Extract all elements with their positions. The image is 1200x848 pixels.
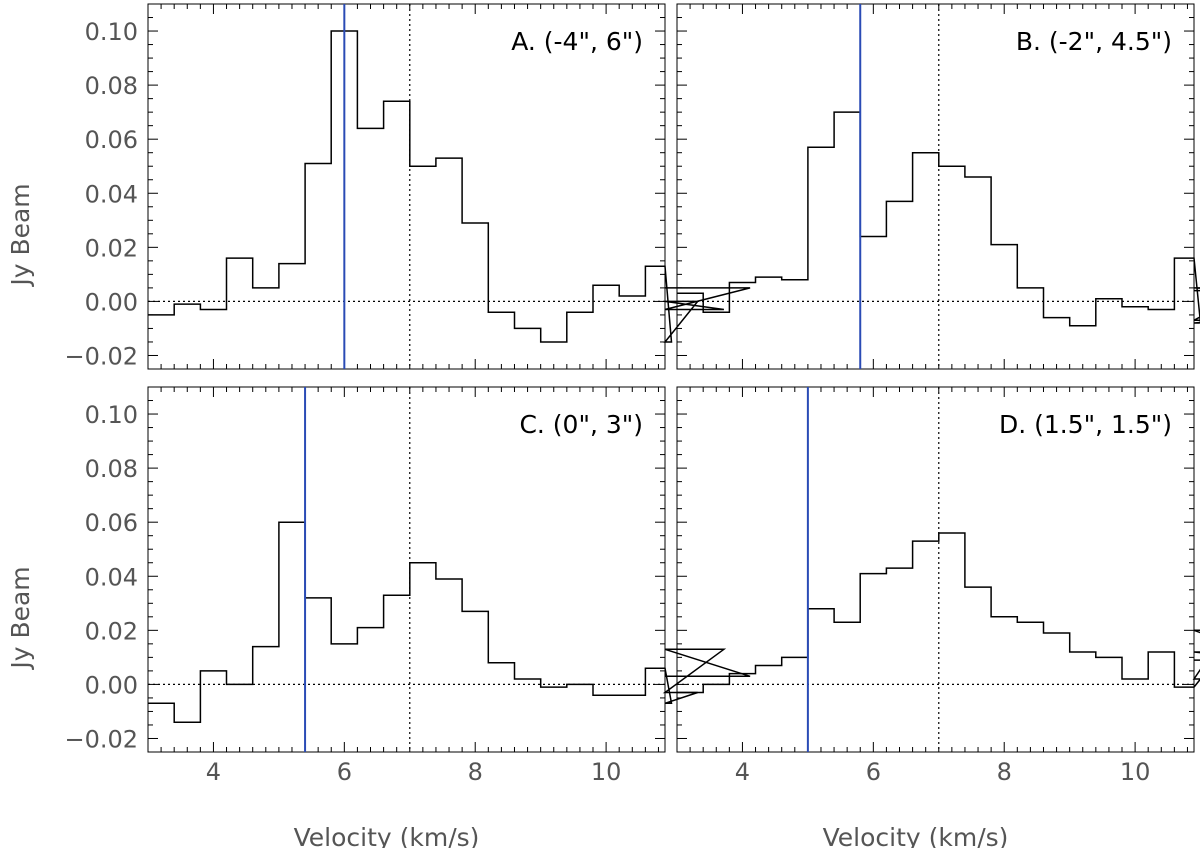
panel-a-ticks bbox=[147, 3, 665, 370]
panel-b-ticks bbox=[676, 3, 1194, 370]
panel-a-frame bbox=[147, 3, 666, 370]
panel-c-spectrum bbox=[148, 521, 751, 724]
panel-d: 4 6 8 10 D. (1.5", 1.5") Velocity (km/s) bbox=[676, 386, 1200, 848]
panel-d-frame bbox=[676, 386, 1195, 753]
panel-c-x-tick-labels: 4 6 8 10 bbox=[206, 758, 622, 786]
panel-a-y-tick-label: 0.02 bbox=[85, 234, 138, 262]
panel-c: −0.02 0.00 0.02 0.04 0.06 0.08 0.10 4 6 8 10 C. (… bbox=[6, 386, 751, 848]
panel-d-x-tick-label: 6 bbox=[866, 758, 881, 786]
panel-c-y-tick-label: 0.06 bbox=[85, 509, 138, 537]
panel-c-y-tick-label: 0.08 bbox=[85, 455, 138, 483]
panel-a-y-tick-label: 0.04 bbox=[85, 180, 138, 208]
panel-c-y-tick-label: −0.02 bbox=[64, 725, 138, 753]
panel-c-x-tick-label: 6 bbox=[337, 758, 352, 786]
panel-a-title: A. (-4", 6") bbox=[511, 27, 643, 56]
panel-a: −0.02 0.00 0.02 0.04 0.06 0.08 0.10 A. (-4", 6… bbox=[6, 3, 751, 370]
panel-c-x-tick-label: 10 bbox=[591, 758, 622, 786]
panel-c-y-tick-label: 0.02 bbox=[85, 617, 138, 645]
panel-c-frame bbox=[147, 386, 666, 753]
panel-d-x-tick-label: 10 bbox=[1120, 758, 1151, 786]
panel-c-x-tick-label: 8 bbox=[468, 758, 483, 786]
panel-d-ticks bbox=[676, 386, 1194, 753]
panel-a-y-tick-label: 0.08 bbox=[85, 72, 138, 100]
panel-c-title: C. (0", 3") bbox=[519, 410, 643, 439]
panel-d-spectrum bbox=[677, 532, 1200, 694]
panel-c-y-tick-label: 0.00 bbox=[85, 671, 138, 699]
panel-a-y-tick-label: −0.02 bbox=[64, 342, 138, 370]
panel-b: B. (-2", 4.5") bbox=[676, 3, 1200, 370]
panel-b-frame bbox=[676, 3, 1195, 370]
panel-a-y-tick-label: 0.06 bbox=[85, 126, 138, 154]
panel-a-y-tick-label: 0.10 bbox=[85, 18, 138, 46]
panel-c-ticks bbox=[147, 386, 665, 753]
panel-d-title: D. (1.5", 1.5") bbox=[999, 410, 1172, 439]
panel-c-y-tick-labels: −0.02 0.00 0.02 0.04 0.06 0.08 0.10 bbox=[64, 401, 138, 753]
panel-d-x-tick-label: 8 bbox=[997, 758, 1012, 786]
panel-d-x-axis-title: Velocity (km/s) bbox=[823, 823, 1009, 848]
panel-c-y-tick-label: 0.10 bbox=[85, 401, 138, 429]
panel-c-x-tick-label: 4 bbox=[206, 758, 221, 786]
panel-d-x-tick-label: 4 bbox=[735, 758, 750, 786]
panel-b-spectrum bbox=[677, 111, 1200, 327]
panel-a-y-axis-title: Jy Beam bbox=[6, 183, 35, 287]
panel-a-y-tick-labels: −0.02 0.00 0.02 0.04 0.06 0.08 0.10 bbox=[64, 18, 138, 370]
panel-c-y-axis-title: Jy Beam bbox=[6, 566, 35, 670]
panel-d-x-tick-labels: 4 6 8 10 bbox=[735, 758, 1151, 786]
panel-b-title: B. (-2", 4.5") bbox=[1016, 27, 1172, 56]
panel-a-spectrum bbox=[148, 30, 751, 343]
panel-c-y-tick-label: 0.04 bbox=[85, 563, 138, 591]
panel-c-x-axis-title: Velocity (km/s) bbox=[294, 823, 480, 848]
panel-a-y-tick-label: 0.00 bbox=[85, 288, 138, 316]
